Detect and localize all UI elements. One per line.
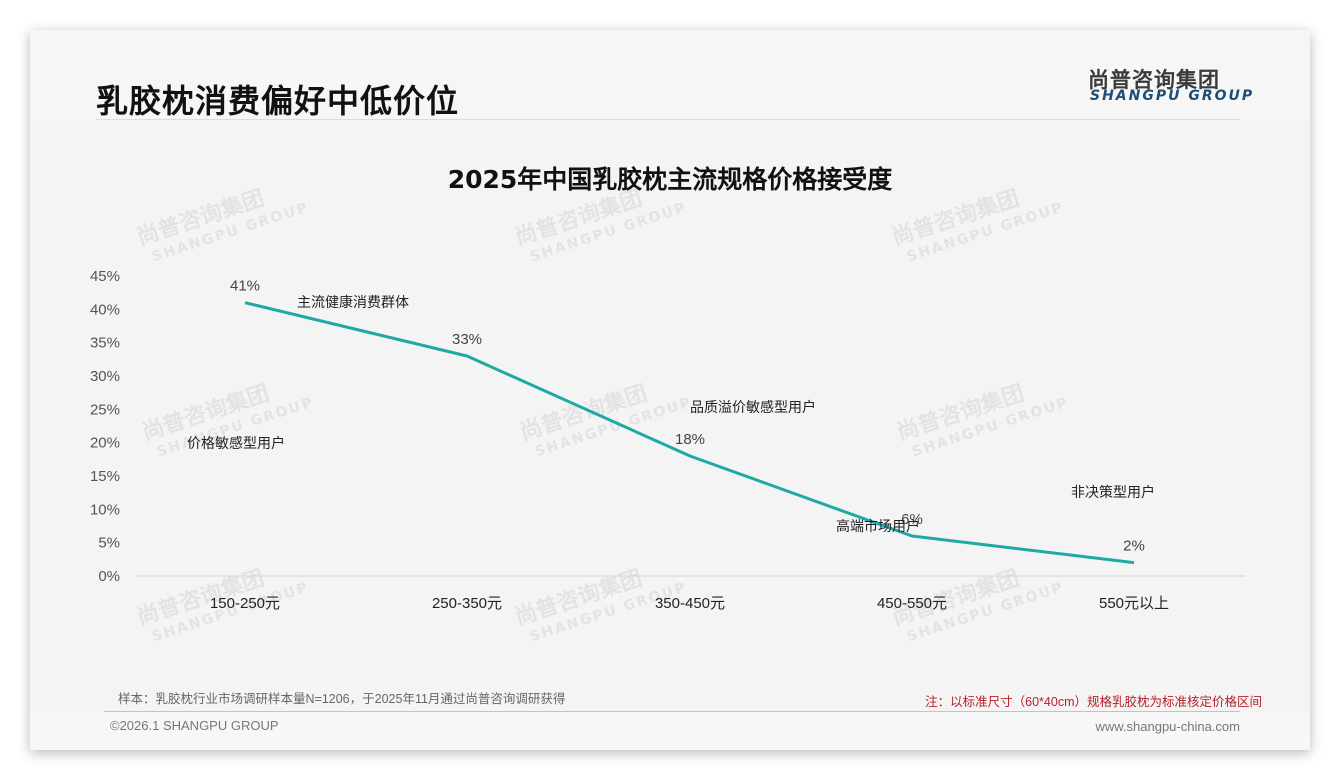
segment-annotation: 主流健康消费群体 xyxy=(297,294,409,310)
copyright: ©2026.1 SHANGPU GROUP xyxy=(110,718,279,733)
footer-divider xyxy=(104,711,1240,712)
x-tick-label: 450-550元 xyxy=(877,595,947,612)
chart-title: 2025年中国乳胶枕主流规格价格接受度 xyxy=(447,165,893,194)
y-tick-label: 15% xyxy=(90,468,120,485)
y-tick-label: 30% xyxy=(90,368,120,385)
y-tick-label: 35% xyxy=(90,335,120,352)
y-tick-label: 0% xyxy=(98,568,120,585)
y-tick-label: 10% xyxy=(90,501,120,518)
segment-annotation: 品质溢价敏感型用户 xyxy=(690,399,816,415)
segment-annotation: 非决策型用户 xyxy=(1071,484,1155,500)
data-label: 41% xyxy=(230,278,260,295)
x-tick-label: 250-350元 xyxy=(432,595,502,612)
x-tick-label: 550元以上 xyxy=(1099,595,1169,612)
page-title: 乳胶枕消费偏好中低价位 xyxy=(96,82,460,120)
slide: 乳胶枕消费偏好中低价位 尚普咨询集团 SHANGPU GROUP 2025年中国… xyxy=(30,30,1310,750)
logo-chinese: 尚普咨询集团 xyxy=(1088,68,1220,92)
logo-english: SHANGPU GROUP xyxy=(1090,88,1255,104)
data-label: 33% xyxy=(452,331,482,348)
y-tick-label: 25% xyxy=(90,401,120,418)
y-tick-label: 5% xyxy=(98,535,120,552)
y-tick-label: 20% xyxy=(90,435,120,452)
x-tick-label: 150-250元 xyxy=(210,595,280,612)
segment-annotation: 高端市场用户 xyxy=(836,518,920,534)
footer-band xyxy=(30,712,1310,750)
data-line xyxy=(244,301,1135,565)
data-label: 18% xyxy=(675,431,705,448)
sample-note: 样本：乳胶枕行业市场调研样本量N=1206，于2025年11月通过尚普咨询调研获… xyxy=(118,692,566,706)
header-band xyxy=(30,30,1310,120)
price-range-note: 注：以标准尺寸（60*40cm）规格乳胶枕为标准核定价格区间 xyxy=(925,695,1262,709)
data-label: 6% xyxy=(901,511,923,528)
y-tick-label: 45% xyxy=(90,268,120,285)
data-label: 2% xyxy=(1123,538,1145,555)
segment-annotation: 价格敏感型用户 xyxy=(187,435,285,451)
website: www.shangpu-china.com xyxy=(1095,719,1240,734)
y-tick-label: 40% xyxy=(90,301,120,318)
x-tick-label: 350-450元 xyxy=(655,595,725,612)
header-divider xyxy=(96,119,1240,120)
